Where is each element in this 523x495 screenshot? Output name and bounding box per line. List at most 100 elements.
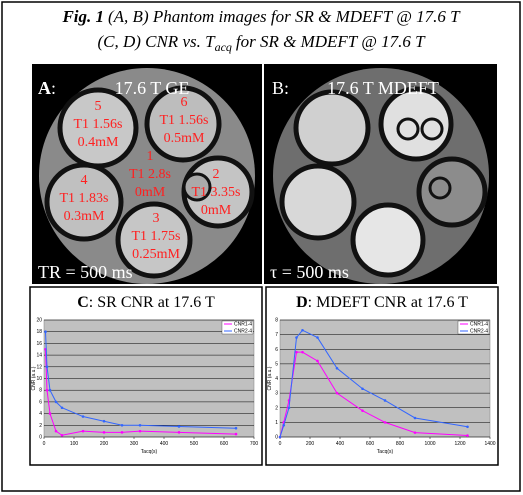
data-point (234, 426, 238, 430)
y-tick-label: 2 (39, 423, 42, 429)
y-tick-label: 6 (39, 399, 42, 405)
vial-label: T1 1.56s (74, 117, 123, 132)
vial (144, 85, 222, 163)
data-point (278, 435, 282, 439)
data-point (102, 431, 106, 434)
data-point (120, 431, 124, 434)
chart-title: C: SR CNR at 17.6 T (77, 294, 215, 311)
data-point (45, 388, 49, 392)
data-point (316, 336, 319, 339)
x-tick-label: 200 (306, 441, 315, 447)
panel-b: B: 17.6 T MDEFT τ = 500 ms (264, 64, 497, 284)
data-point (138, 429, 142, 433)
x-axis-label: Tacq(s) (377, 449, 394, 455)
data-point (282, 424, 286, 427)
caption-text: for SR & MDEFT @ 17.6 T (236, 32, 426, 51)
panel-label: B: (272, 78, 289, 98)
data-point (301, 350, 304, 354)
data-point (138, 424, 142, 427)
colon: : (51, 78, 56, 98)
y-tick-label: 12 (36, 364, 42, 370)
y-tick-label: 16 (36, 341, 42, 347)
vial-label: 0.25mM (132, 247, 180, 262)
y-tick-label: 1 (275, 420, 278, 426)
vial-label: T1 1.75s (132, 229, 181, 244)
panel-a: A: 17.6 T GE TR = 500 ms 5 T1 1.56s 0.4mM 6… (32, 64, 262, 284)
vial-label: 0.4mM (78, 135, 119, 150)
legend-label: CNR1-4 (234, 322, 252, 328)
caption-line-2: (C, D) CNR vs. Tacq for SR & MDEFT @ 17.6… (97, 32, 426, 54)
data-point (466, 425, 469, 429)
vial (279, 163, 357, 241)
vial-label: 2 (213, 167, 220, 182)
vial-label: 0.5mM (164, 131, 205, 146)
x-tick-label: 800 (396, 441, 405, 447)
x-tick-label: 200 (100, 441, 109, 447)
x-axis-label: Tacq(s) (141, 449, 158, 455)
y-tick-label: 18 (36, 329, 42, 335)
data-point (48, 388, 52, 392)
data-point (177, 431, 181, 434)
y-tick-label: 14 (36, 353, 42, 359)
y-tick-label: 0 (275, 435, 278, 441)
data-point (60, 406, 64, 410)
vial-label: 6 (181, 95, 188, 110)
x-tick-label: 1400 (484, 441, 495, 447)
panel-label: A: (38, 78, 56, 98)
y-tick-label: 7 (275, 332, 278, 338)
panel-footer: TR = 500 ms (38, 262, 133, 282)
vial-label: T1 2.8s (129, 167, 171, 182)
y-tick-label: 3 (275, 391, 278, 397)
subscript: acq (215, 40, 232, 54)
data-point (295, 336, 298, 339)
data-point (413, 416, 417, 420)
panel-footer: τ = 500 ms (270, 262, 349, 282)
x-tick-label: 400 (336, 441, 345, 447)
caption-line-1: Fig. 1 (A, B) Phantom images for SR & MDE… (61, 7, 461, 26)
vial (293, 89, 371, 167)
bubble (420, 117, 444, 141)
y-tick-label: 2 (275, 405, 278, 411)
vial-label: 4 (81, 173, 88, 188)
x-tick-label: 0 (43, 441, 46, 447)
x-tick-label: 1000 (424, 441, 435, 447)
vial-label: 1 (147, 149, 154, 164)
vial (416, 156, 488, 228)
data-point (361, 409, 364, 412)
vial-label: 0mM (135, 185, 166, 200)
y-tick-label: 5 (275, 361, 278, 367)
data-point (44, 330, 47, 334)
y-tick-label: 4 (39, 411, 42, 417)
x-tick-label: 600 (220, 441, 229, 447)
x-tick-label: 1200 (454, 441, 465, 447)
chart-title: D: MDEFT CNR at 17.6 T (296, 294, 468, 311)
data-point (54, 400, 58, 404)
fig-label: Fig. 1 (61, 7, 104, 26)
data-point (234, 432, 238, 436)
vial-label: T1 1.83s (60, 191, 109, 206)
panel-title: 17.6 T GE (115, 78, 190, 98)
data-point (287, 406, 291, 410)
y-tick-label: 8 (39, 388, 42, 394)
data-point (413, 431, 417, 434)
bubble (428, 176, 452, 200)
data-point (54, 429, 58, 433)
data-point (60, 433, 64, 437)
legend-label: CNR1-4 (470, 322, 488, 328)
chart-letter: C (77, 294, 89, 311)
legend-label: CNR2-4 (234, 329, 252, 335)
bubble (182, 172, 212, 202)
caption-text: (A, B) Phantom images for SR & MDEFT @ 1… (108, 7, 461, 26)
data-point (81, 429, 85, 433)
legend-label: CNR2-4 (470, 329, 488, 335)
data-point (295, 350, 298, 354)
data-point (177, 425, 181, 428)
y-tick-label: 4 (275, 376, 278, 382)
data-point (466, 434, 469, 437)
letter: A (38, 78, 51, 98)
caption-text: (C, D) CNR vs. T (97, 32, 216, 51)
x-tick-label: 400 (160, 441, 169, 447)
vial-label: T1 1.56s (160, 113, 209, 128)
data-point (102, 419, 106, 423)
